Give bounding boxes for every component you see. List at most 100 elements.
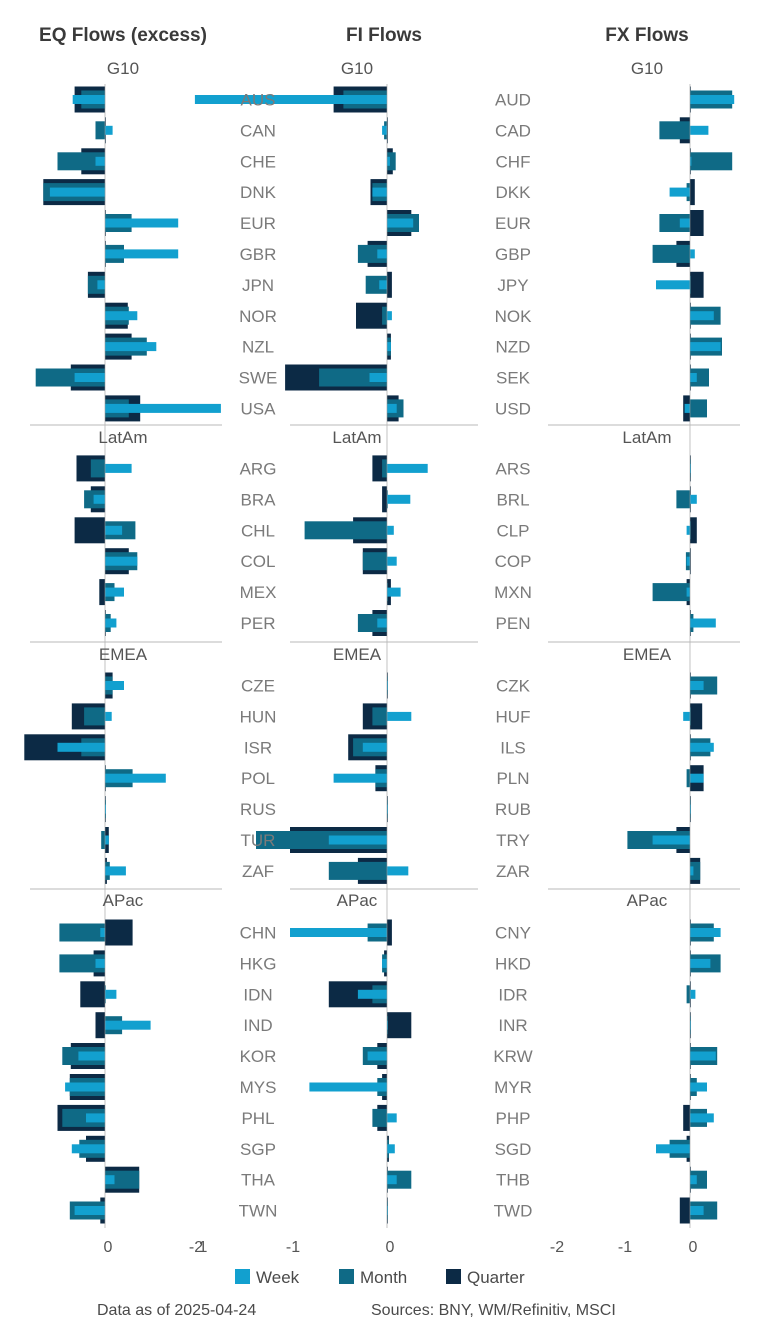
axis-tick: -2 [189,1239,203,1256]
bar-week-fi-can [382,125,387,135]
bar-month-fi-hun [372,707,387,726]
bar-week-fi-nzl [387,342,391,352]
bar-month-eq-chn [59,923,105,942]
bar-week-fi-pol [333,773,387,783]
bar-week-eq-dnk [49,187,105,197]
bar-week-fi-hkg [382,958,387,968]
section-header: G10 [631,59,663,78]
bar-week-fi-rus [387,804,388,814]
bar-week-fx-pen [690,618,716,628]
bar-week-fx-myr [690,1082,707,1092]
row-label: CHE [240,152,276,171]
bar-month-eq-can [95,121,105,140]
legend-swatch-week [235,1269,250,1284]
axis-tick: -1 [618,1239,632,1256]
row-label: BRA [241,490,277,509]
bar-quarter-eq-ind [95,1012,105,1039]
bar-month-fi-phl [372,1108,387,1127]
bar-week-fx-dkk [669,187,690,197]
bar-week-fi-tha [387,1175,397,1185]
bar-week-eq-phl [86,1113,105,1123]
bar-week-fi-isr [362,742,388,752]
bar-week-fi-tur [328,835,387,845]
row-label: COP [495,552,532,571]
axis-tick: 0 [689,1239,698,1256]
bar-quarter-fi-can [387,117,388,144]
row-label: NZL [242,338,274,357]
row-label: MYS [240,1078,277,1097]
labels-layer: G10 G10 G10 AUS CAN CHE DNK EUR GBR JPN NOR NZL SWE U… [30,59,740,1256]
bar-week-fx-aud [690,95,735,104]
panel-title-eq: EQ Flows (excess) [39,25,207,46]
bar-quarter-fi-jpn [387,271,392,298]
bar-week-fi-idn [357,989,387,999]
bar-week-fx-brl [690,494,697,504]
bar-week-fx-cop [686,556,690,566]
row-label: AUS [241,90,276,109]
bar-week-fx-usd [684,403,690,413]
bar-week-eq-ind [105,1020,151,1030]
section-header: LatAm [622,428,671,447]
bar-week-fx-nok [690,311,714,321]
row-label: ARS [496,459,531,478]
row-label: DKK [496,183,532,202]
row-label: INR [498,1016,527,1035]
bar-month-fx-usd [690,399,707,418]
bar-week-fi-mys [309,1082,387,1092]
axis-tick: -1 [286,1239,300,1256]
row-label: SWE [239,369,278,388]
section-header: LatAm [332,428,381,447]
row-label: HUF [496,707,531,726]
section-header: APac [103,891,144,910]
bar-week-eq-rus [105,804,106,814]
bar-week-eq-eur [105,218,179,228]
bar-week-eq-tha [105,1175,115,1185]
bar-week-fx-twd [690,1206,704,1215]
row-label: DNK [240,183,277,202]
row-label: JPN [242,276,274,295]
bar-week-eq-twn [74,1206,105,1215]
bar-quarter-fx-clp [690,517,697,544]
bar-quarter-eq-mex [99,579,105,606]
row-label: HUN [240,707,277,726]
bar-week-fi-eur [387,218,414,228]
bar-week-fx-cny [690,928,721,937]
row-label: CHF [496,152,531,171]
section-header: LatAm [98,428,147,447]
bar-week-fi-bra [387,494,411,504]
bar-week-fi-aus [194,95,387,104]
bar-week-fi-per [377,618,387,628]
bar-month-fx-zar [690,861,701,880]
bar-week-fi-hun [387,711,412,721]
bar-quarter-fx-twd [679,1197,690,1224]
row-label: SGD [495,1140,532,1159]
section-header: EMEA [333,645,382,664]
bar-quarter-fx-php [683,1104,690,1131]
bar-week-eq-tur [105,835,109,845]
legend-label-month: Month [360,1268,407,1287]
row-label: NZD [496,338,531,357]
bar-week-fi-mex [387,587,401,597]
bar-week-eq-pol [105,773,166,783]
row-label: TWN [239,1202,278,1221]
bar-week-fx-idr [690,989,696,999]
row-label: HKG [240,954,277,973]
bar-week-eq-per [105,618,117,628]
row-label: GBP [495,245,531,264]
bar-month-fx-idr [686,985,690,1004]
bar-month-fi-arg [382,459,387,478]
bar-week-fx-try [652,835,690,845]
bar-week-eq-idn [105,989,117,999]
row-label: THA [241,1171,276,1190]
bar-week-fi-chn [290,928,387,937]
bar-month-fx-gbp [652,244,690,263]
row-label: NOK [495,307,533,326]
bar-month-eq-arg [90,459,106,478]
bar-week-eq-nzl [105,342,157,352]
row-label: IDN [243,985,272,1004]
bar-week-eq-zaf [105,866,126,876]
bar-week-fi-cze [387,681,388,690]
row-label: CZE [241,676,275,695]
row-label: RUB [495,800,531,819]
bar-week-fx-huf [683,711,690,721]
